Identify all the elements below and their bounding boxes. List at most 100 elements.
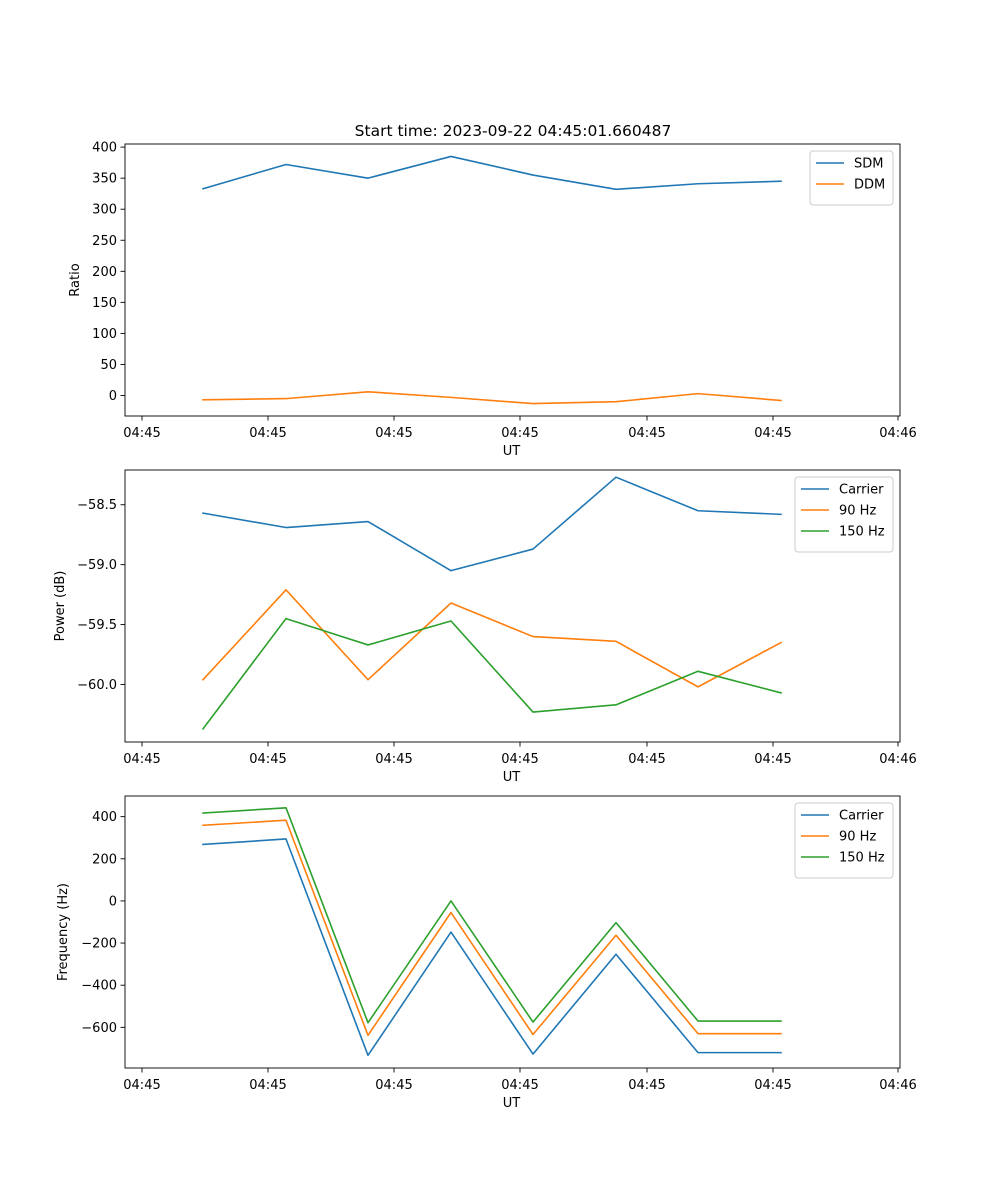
data-point [367,1055,369,1057]
data-point [450,570,452,572]
data-point [615,922,617,924]
y-axis-label: Ratio [68,263,83,296]
data-point [202,679,204,681]
data-point [285,398,287,400]
legend: Carrier 90 Hz 150 Hz [794,476,894,553]
data-point [615,189,617,191]
x-tick-label: 04:45 [375,1078,412,1093]
data-point [367,177,369,179]
data-point [532,1034,534,1036]
data-point [532,548,534,550]
x-tick-label: 04:45 [375,752,412,767]
axes-frame [124,795,901,1069]
data-point [202,512,204,514]
legend-frame [794,476,894,553]
data-point [202,399,204,401]
data-point [780,692,782,694]
data-point [450,156,452,158]
data-point [532,174,534,176]
series-line-90-hz [202,819,782,1037]
x-tick-label: 04:45 [628,1078,665,1093]
x-tick-label: 04:46 [879,752,916,767]
series-line-150-hz [202,806,782,1024]
data-point [697,671,699,673]
data-point [367,1035,369,1037]
series-line-150-hz [201,617,782,730]
data-point [202,812,204,814]
x-tick-label: 04:45 [501,426,538,441]
data-point [780,1052,782,1054]
legend-label: 90 Hz [839,830,876,845]
data-point [697,1052,699,1054]
data-point [367,391,369,393]
y-tick-label: 150 [92,296,117,311]
y-tick-label: −59.5 [77,618,117,633]
y-tick-label: 350 [92,172,117,187]
series-line-ddm [202,390,782,405]
y-tick-label: −600 [81,1021,117,1036]
x-tick-label: 04:45 [501,752,538,767]
x-axis-label: UT [503,770,521,785]
series-line-carrier [202,838,782,1057]
y-tick-label: 200 [92,265,117,280]
x-tick-label: 04:45 [123,426,160,441]
y-tick-label: 200 [92,852,117,867]
data-point [367,521,369,523]
x-tick-label: 04:45 [754,1078,791,1093]
x-tick-label: 04:46 [879,1078,916,1093]
data-point [450,397,452,399]
data-point [450,602,452,604]
chart-1: 0 50 100 150 200 250 300 350 400 04:45 04:45 04:45 0… [68,141,917,459]
data-point [532,1021,534,1023]
y-axis-label: Power (dB) [53,571,68,642]
data-point [780,400,782,402]
data-point [780,180,782,182]
data-point [367,1022,369,1024]
series-line-sdm [202,155,782,191]
data-point [450,900,452,902]
legend: SDM DDM [809,150,894,206]
x-tick-label: 04:45 [249,426,286,441]
data-point [285,838,287,840]
data-point [450,620,452,622]
chart-2: −60.0 −59.5 −59.0 −58.5 04:45 04:45 04:45 04:45… [53,469,917,785]
x-axis-label: UT [503,444,521,459]
x-axis-label: UT [503,1096,521,1111]
y-tick-label: 400 [92,141,117,156]
legend-label: Carrier [839,809,884,824]
legend-label: 150 Hz [839,851,885,866]
x-tick-label: 04:45 [123,1078,160,1093]
y-tick-label: −400 [81,979,117,994]
x-tick-label: 04:46 [879,426,916,441]
x-tick-label: 04:45 [628,426,665,441]
x-tick-label: 04:45 [628,752,665,767]
legend-frame [809,150,894,206]
y-tick-label: −58.5 [77,498,117,513]
legend-label: DDM [854,178,885,193]
y-tick-label: 0 [109,389,117,404]
data-point [697,1033,699,1035]
data-point [697,183,699,185]
data-point [202,844,204,846]
legend-label: 150 Hz [839,525,885,540]
axes-frame [124,143,901,417]
y-tick-label: −59.0 [77,558,117,573]
axes-frame [124,469,901,743]
x-tick-label: 04:45 [754,752,791,767]
data-point [780,1033,782,1035]
legend-label: SDM [854,157,883,172]
data-point [697,1020,699,1022]
data-point [532,403,534,405]
y-tick-label: 50 [100,358,117,373]
data-point [285,618,287,620]
y-tick-label: 300 [92,203,117,218]
data-point [532,636,534,638]
data-point [285,527,287,529]
series-line-carrier [202,476,782,572]
legend-label: 90 Hz [839,504,876,519]
data-point [697,510,699,512]
data-point [615,641,617,643]
x-tick-label: 04:45 [501,1078,538,1093]
data-point [615,401,617,403]
y-tick-label: 400 [92,810,117,825]
